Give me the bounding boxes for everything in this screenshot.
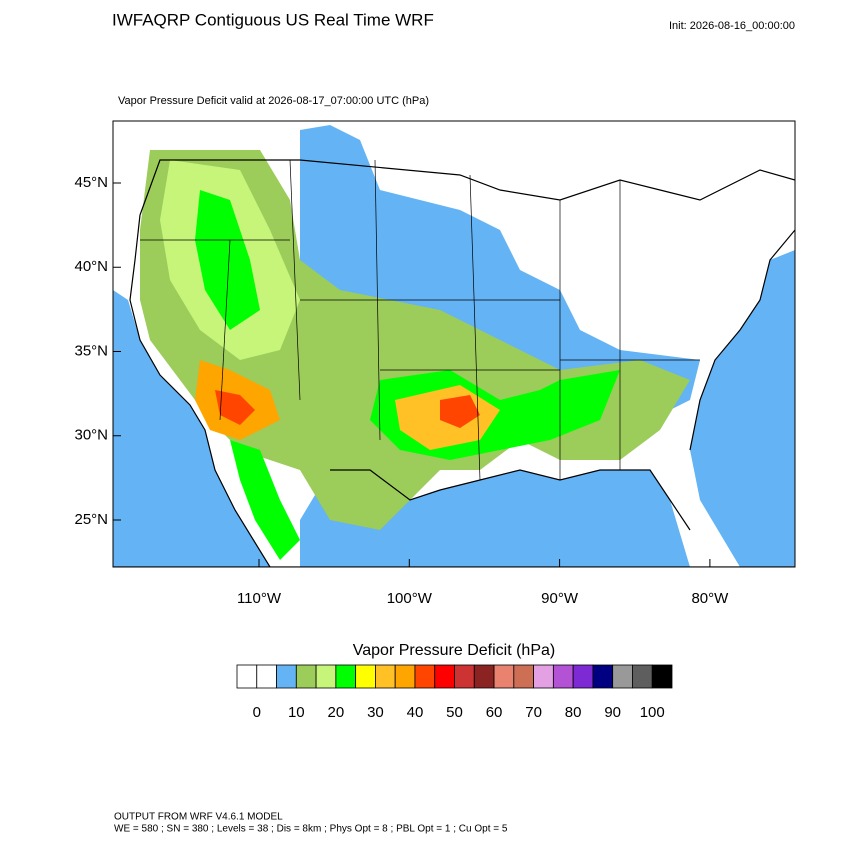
map-axes: 45°N 40°N 35°N 30°N 25°N 110°W 100°W 90°W 80°W [74, 174, 729, 607]
colorbar-box [394, 664, 416, 689]
colorbar-box [533, 664, 554, 689]
lon-label: 80°W [691, 590, 729, 607]
lat-label: 30°N [74, 427, 108, 444]
lon-label: 90°W [541, 590, 579, 607]
lat-label: 25°N [74, 511, 108, 528]
colorbar-box [592, 664, 614, 689]
map [112, 120, 796, 568]
footer-line: WE = 580 ; SN = 380 ; Levels = 38 ; Dis … [114, 824, 508, 835]
colorbar-box [632, 664, 653, 689]
colorbar-box [473, 664, 495, 689]
colorbar-label: 0 [253, 704, 261, 721]
lon-label: 100°W [387, 590, 433, 607]
colorbar-box [256, 664, 277, 689]
init-time: Init: 2026-08-16_00:00:00 [669, 20, 795, 32]
colorbar-label: 10 [288, 704, 305, 721]
colorbar-label: 40 [407, 704, 424, 721]
colorbar-label: 50 [446, 704, 463, 721]
colorbar-box [612, 664, 633, 689]
colorbar-box [375, 664, 396, 689]
lon-label: 110°W [237, 590, 282, 607]
colorbar-box [335, 664, 357, 689]
colorbar-label: 100 [640, 704, 665, 721]
colorbar-box [493, 664, 515, 689]
colorbar-label: 60 [486, 704, 503, 721]
colorbar-box [572, 664, 594, 689]
colorbar-box [276, 664, 297, 689]
colorbar-box [236, 664, 258, 689]
footer-line: OUTPUT FROM WRF V4.6.1 MODEL [114, 812, 283, 823]
colorbar-box [295, 664, 317, 689]
colorbar-box [651, 664, 673, 689]
colorbar-box [454, 664, 475, 689]
colorbar-box [434, 664, 455, 689]
colorbar-label: 30 [367, 704, 384, 721]
colorbar-box [414, 664, 436, 689]
colorbar-label: 70 [525, 704, 542, 721]
colorbar-title: Vapor Pressure Deficit (hPa) [353, 642, 555, 659]
colorbar: 0 10 20 30 40 50 60 70 80 90 100 [236, 664, 673, 721]
colorbar-box [315, 664, 337, 689]
colorbar-box [513, 664, 534, 689]
colorbar-label: 80 [565, 704, 582, 721]
lat-label: 35°N [74, 342, 108, 359]
title: IWFAQRP Contiguous US Real Time WRF [112, 10, 434, 29]
colorbar-box [552, 664, 574, 689]
colorbar-box [355, 664, 376, 689]
colorbar-label: 90 [604, 704, 621, 721]
colorbar-label: 20 [328, 704, 345, 721]
lat-label: 45°N [74, 174, 108, 191]
lat-label: 40°N [74, 258, 108, 275]
subtitle: Vapor Pressure Deficit valid at 2026-08-… [118, 95, 429, 107]
